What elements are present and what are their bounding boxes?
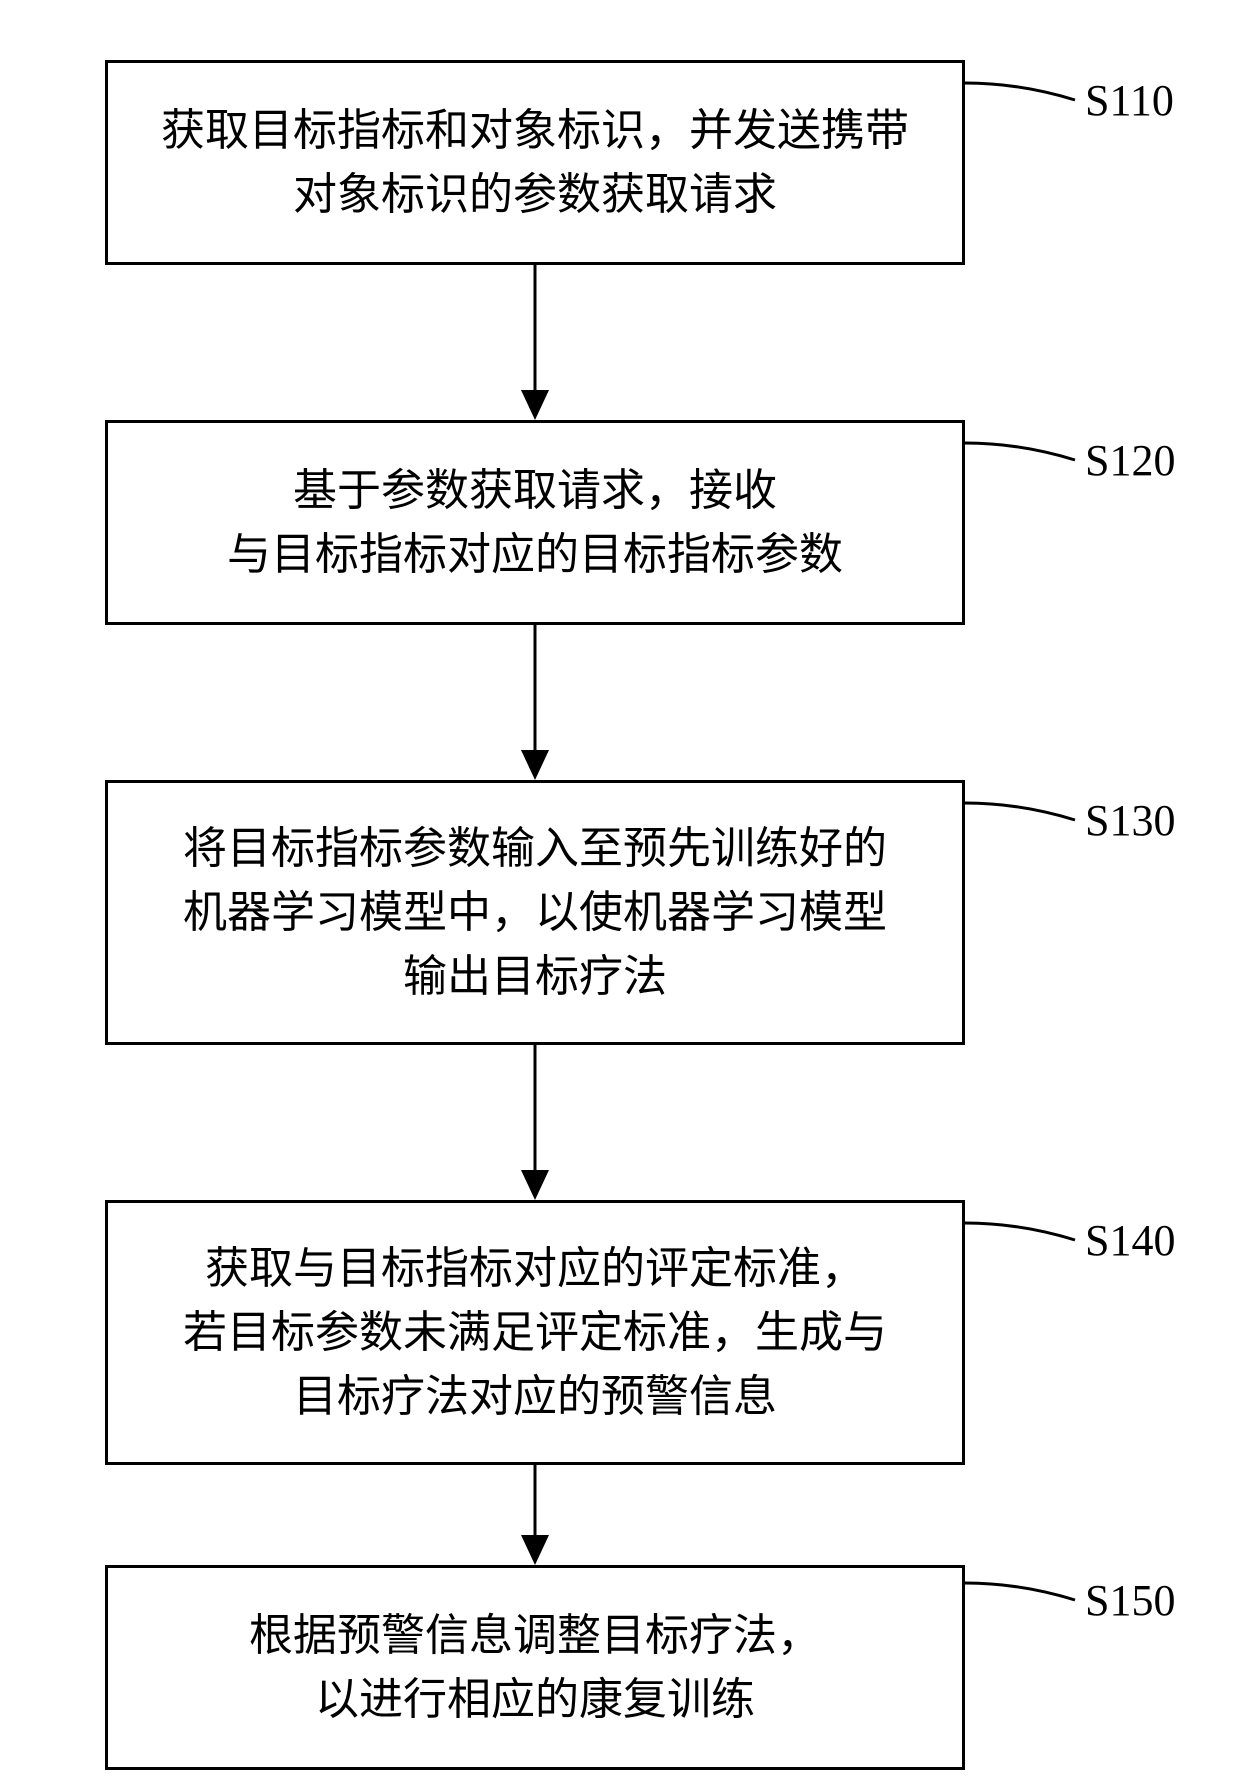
step-text-line: 输出目标疗法 bbox=[403, 945, 667, 1009]
step-text-line: 目标疗法对应的预警信息 bbox=[293, 1365, 777, 1429]
step-text-line: 根据预警信息调整目标疗法， bbox=[249, 1604, 821, 1668]
step-text-line: 若目标参数未满足评定标准，生成与 bbox=[183, 1301, 887, 1365]
step-label-s120: S120 bbox=[1085, 435, 1175, 486]
flow-step-s120: 基于参数获取请求，接收与目标指标对应的目标指标参数 bbox=[105, 420, 965, 625]
step-label-s140: S140 bbox=[1085, 1215, 1175, 1266]
step-text-line: 获取目标指标和对象标识，并发送携带 bbox=[161, 99, 909, 163]
flow-step-s130: 将目标指标参数输入至预先训练好的机器学习模型中，以使机器学习模型输出目标疗法 bbox=[105, 780, 965, 1045]
step-text-line: 机器学习模型中，以使机器学习模型 bbox=[183, 881, 887, 945]
flow-step-s110: 获取目标指标和对象标识，并发送携带对象标识的参数获取请求 bbox=[105, 60, 965, 265]
flow-step-s150: 根据预警信息调整目标疗法，以进行相应的康复训练 bbox=[105, 1565, 965, 1770]
step-text-line: 将目标指标参数输入至预先训练好的 bbox=[183, 817, 887, 881]
step-text-line: 以进行相应的康复训练 bbox=[315, 1668, 755, 1732]
flow-step-s140: 获取与目标指标对应的评定标准，若目标参数未满足评定标准，生成与目标疗法对应的预警… bbox=[105, 1200, 965, 1465]
step-text-line: 对象标识的参数获取请求 bbox=[293, 163, 777, 227]
step-text-line: 与目标指标对应的目标指标参数 bbox=[227, 523, 843, 587]
step-text-line: 基于参数获取请求，接收 bbox=[293, 459, 777, 523]
step-label-s150: S150 bbox=[1085, 1575, 1175, 1626]
flowchart-canvas: 获取目标指标和对象标识，并发送携带对象标识的参数获取请求 S110 基于参数获取请求… bbox=[0, 0, 1240, 1792]
step-label-s110: S110 bbox=[1085, 75, 1174, 126]
step-text-line: 获取与目标指标对应的评定标准， bbox=[205, 1237, 865, 1301]
step-label-s130: S130 bbox=[1085, 795, 1175, 846]
